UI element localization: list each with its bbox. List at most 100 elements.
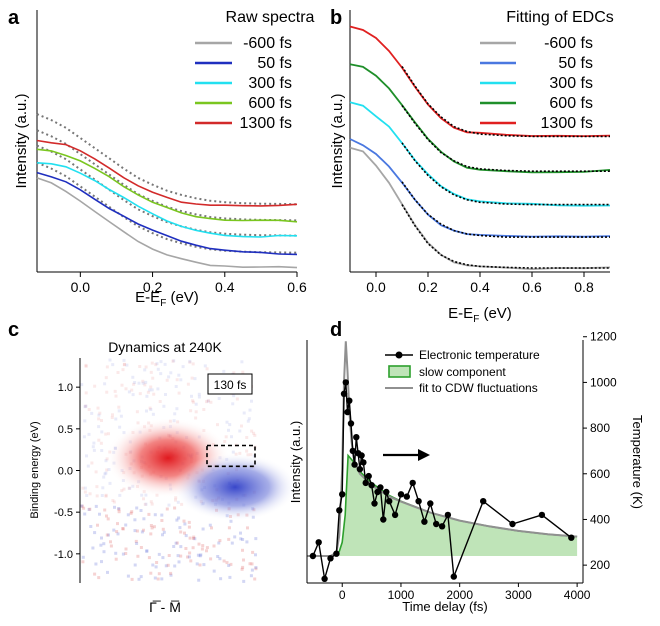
c-noise-pixel — [189, 409, 193, 413]
a-legend-title: Raw spectra — [226, 9, 315, 26]
c-x-axis-label: Γ̅ - M̅ — [149, 599, 181, 615]
c-noise-pixel — [133, 563, 137, 567]
c-noise-pixel — [162, 404, 166, 408]
c-noise-pixel — [210, 526, 213, 530]
c-noise-pixel — [161, 533, 164, 537]
c-noise-pixel — [164, 393, 167, 396]
c-noise-pixel — [212, 569, 216, 573]
c-noise-pixel — [183, 531, 186, 535]
d-electronic-temperature-point — [480, 498, 487, 505]
c-noise-pixel — [102, 475, 106, 479]
c-noise-pixel — [140, 530, 144, 534]
c-noise-pixel — [109, 544, 113, 548]
d-electronic-temperature-point — [380, 516, 387, 523]
d-electronic-temperature-point — [360, 459, 367, 466]
c-noise-pixel — [90, 411, 94, 415]
c-noise-pixel — [192, 535, 196, 539]
c-noise-pixel — [100, 419, 103, 422]
b-legend-label: -600 fs — [544, 35, 593, 52]
panel-label-b: b — [330, 7, 342, 29]
c-noise-pixel — [133, 529, 137, 533]
c-noise-pixel — [142, 497, 145, 501]
d-arrow-head — [418, 449, 430, 461]
c-noise-pixel — [132, 382, 136, 386]
c-noise-pixel — [116, 371, 120, 374]
b-fit-dotted-line — [401, 142, 610, 206]
c-noise-pixel — [172, 359, 176, 363]
c-noise-pixel — [241, 548, 244, 552]
c-noise-pixel — [124, 547, 128, 551]
c-noise-pixel — [216, 423, 219, 427]
c-noise-pixel — [137, 577, 141, 581]
c-noise-pixel — [193, 537, 197, 541]
c-noise-pixel — [143, 502, 147, 506]
c-noise-pixel — [100, 536, 103, 540]
c-noise-pixel — [202, 408, 206, 411]
c-y-tick-label: 0.5 — [58, 424, 73, 436]
c-noise-pixel — [144, 365, 148, 369]
a-legend-label: 300 fs — [248, 75, 292, 92]
c-noise-pixel — [91, 546, 95, 550]
c-noise-pixel — [162, 530, 166, 534]
c-noise-pixel — [179, 378, 183, 382]
c-noise-pixel — [126, 513, 130, 517]
c-noise-pixel — [118, 493, 122, 497]
c-noise-pixel — [100, 449, 104, 452]
c-y-tick-label: 1.0 — [58, 382, 73, 394]
d-legend-swatch-area — [388, 365, 411, 378]
c-noise-pixel — [184, 547, 188, 550]
c-noise-pixel — [104, 494, 108, 498]
c-noise-pixel — [197, 395, 201, 399]
c-noise-pixel — [120, 489, 124, 493]
c-noise-pixel — [122, 487, 126, 491]
c-noise-pixel — [151, 376, 155, 380]
c-noise-pixel — [152, 525, 156, 529]
c-noise-pixel — [106, 570, 109, 574]
c-noise-pixel — [131, 375, 135, 379]
c-noise-pixel — [249, 574, 253, 578]
b-x-tick-label: 0.2 — [418, 279, 438, 295]
d-electronic-temperature-point — [356, 466, 364, 473]
c-noise-pixel — [121, 552, 125, 556]
b-fit-dotted-line — [401, 66, 610, 138]
c-noise-pixel — [173, 506, 177, 510]
c-noise-pixel — [155, 561, 159, 564]
c-noise-pixel — [203, 364, 207, 368]
c-noise-pixel — [182, 519, 186, 523]
c-noise-pixel — [192, 537, 195, 540]
b-x-tick-label: 0.6 — [522, 279, 542, 295]
c-noise-pixel — [133, 381, 137, 384]
c-noise-pixel — [173, 564, 177, 568]
c-noise-pixel — [250, 399, 253, 403]
c-noise-pixel — [81, 560, 85, 564]
c-noise-pixel — [240, 360, 244, 364]
c-noise-pixel — [246, 419, 250, 423]
a-series-line — [36, 148, 298, 223]
c-noise-pixel — [201, 527, 205, 531]
c-noise-pixel — [250, 568, 254, 572]
c-noise-pixel — [150, 502, 154, 506]
c-noise-pixel — [88, 507, 92, 511]
c-noise-pixel — [146, 390, 150, 394]
c-noise-pixel — [117, 405, 121, 409]
c-noise-pixel — [120, 383, 124, 387]
d-electronic-temperature-point — [438, 523, 446, 530]
c-noise-pixel — [252, 431, 256, 435]
c-noise-pixel — [83, 419, 87, 423]
c-noise-pixel — [161, 527, 165, 531]
c-noise-pixel — [245, 436, 249, 439]
c-noise-pixel — [228, 575, 232, 579]
c-noise-pixel — [104, 471, 108, 475]
c-noise-pixel — [84, 404, 88, 408]
c-noise-pixel — [98, 512, 101, 516]
c-noise-pixel — [97, 425, 101, 429]
c-noise-pixel — [144, 502, 148, 506]
c-noise-pixel — [161, 556, 165, 560]
c-noise-pixel — [100, 430, 104, 434]
c-noise-pixel — [187, 520, 191, 524]
c-noise-pixel — [198, 563, 202, 567]
c-noise-pixel — [148, 406, 152, 410]
c-noise-pixel — [105, 390, 109, 394]
c-noise-pixel — [191, 362, 195, 366]
c-noise-pixel — [248, 562, 252, 566]
